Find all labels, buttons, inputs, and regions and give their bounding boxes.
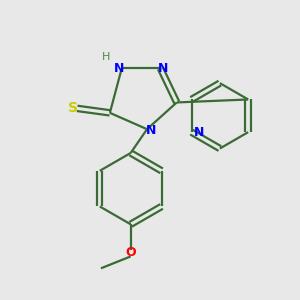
Text: S: S [68, 101, 78, 116]
Text: N: N [114, 62, 124, 75]
Text: N: N [146, 124, 157, 137]
Text: H: H [102, 52, 110, 62]
Text: O: O [125, 246, 136, 259]
Text: N: N [194, 126, 204, 139]
Text: N: N [158, 62, 169, 75]
